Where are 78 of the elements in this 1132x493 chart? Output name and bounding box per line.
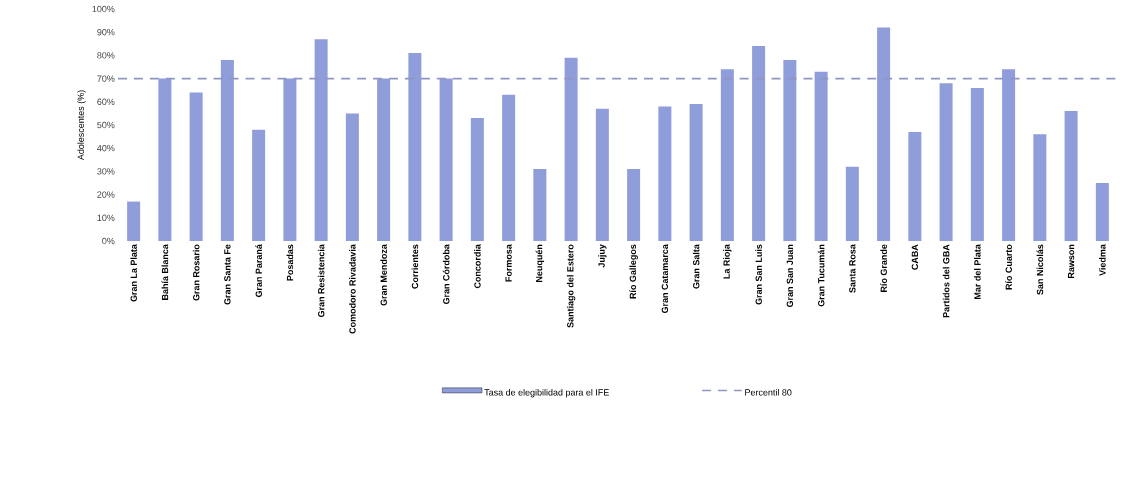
x-tick-label: Gran Paraná [255,244,262,298]
x-tick-label: La Rioja [723,244,732,279]
x-tick-label: Gran Santa Fe [224,244,231,305]
legend-label: Tasa de elegibilidad para el IFE [484,389,609,398]
x-tick-label: Gran La Plata [130,244,137,302]
bar [814,71,828,241]
x-tick-label: Río Grande [880,244,887,292]
x-tick-label: Gran Córdoba [442,244,450,305]
x-tick-label: Gran Catamarca [661,244,669,314]
bar [970,87,984,241]
bar [408,53,422,241]
x-tick-label: Gran Rosario [192,244,200,301]
x-tick-label: Rawson [1067,244,1075,278]
bar [533,169,547,241]
y-tick-label: 30% [97,168,115,175]
x-tick-label: Río Gallegos [629,244,638,299]
x-tick-label: Corrientes [411,244,419,289]
bar [1095,183,1109,241]
bar [877,27,891,241]
x-tick-label: Gran Tucumán [817,244,825,307]
bar [627,169,641,241]
x-tick-label: Partidos del GBA [942,244,950,318]
x-tick-label: Río Cuarto [1005,244,1012,290]
y-tick-label: 10% [97,214,115,221]
bar [127,201,141,241]
x-tick-label: Posadas [286,244,294,281]
bar [720,69,734,241]
bar [252,129,266,241]
bar [908,131,922,241]
x-tick-label: Mar del Plata [974,244,981,299]
bar [752,46,766,241]
bar [1002,69,1016,241]
bar [845,166,859,241]
bar [439,78,453,241]
bar [783,60,797,241]
x-tick-label: Viedma [1099,244,1106,276]
bar [658,106,672,241]
x-tick-label: Gran San Luis [755,244,762,305]
bar [220,60,234,241]
x-tick-label: Concordia [474,244,481,289]
y-tick-label: 20% [97,191,115,198]
y-axis-title: Adolescentes (%) [77,90,86,161]
bar [377,78,391,241]
bar [345,113,359,241]
x-tick-label: Gran Salta [692,244,700,289]
bar [595,108,609,241]
bar [283,78,297,241]
x-tick-label: Gran San Juan [786,244,794,308]
x-tick-label: Santa Rosa [849,244,856,293]
x-tick-label: Jujuy [598,244,607,268]
x-tick-label: Gran Mendoza [380,244,387,306]
bar [939,83,953,241]
x-tick-label: Comodoro Rivadavia [349,244,356,334]
y-tick-label: 40% [97,145,115,152]
legend-label: Percentil 80 [745,389,792,396]
y-tick-label: 60% [97,98,115,105]
bar [470,118,484,241]
y-tick-label: 50% [97,121,115,129]
x-tick-label: Formosa [505,244,512,282]
bar [314,39,328,241]
x-tick-label: Bahía Blanca [161,244,169,300]
bar [189,92,203,241]
x-tick-label: Gran Resistencia [317,244,325,318]
y-tick-label: 80% [97,52,115,59]
bar [1033,134,1047,241]
y-tick-label: 70% [97,75,115,82]
x-tick-label: Neuquén [535,244,545,282]
bar [158,78,172,241]
x-tick-label: Santiago del Estero [566,244,576,328]
y-tick-label: 90% [97,29,115,36]
bar [1064,111,1078,241]
y-tick-label: 0% [102,237,115,245]
y-tick-label: 100% [92,5,115,13]
x-tick-label: San Nicolás [1036,244,1044,295]
x-tick-label: CABA [911,244,919,270]
bar [564,57,578,241]
bar [502,94,516,241]
bar [689,104,703,241]
